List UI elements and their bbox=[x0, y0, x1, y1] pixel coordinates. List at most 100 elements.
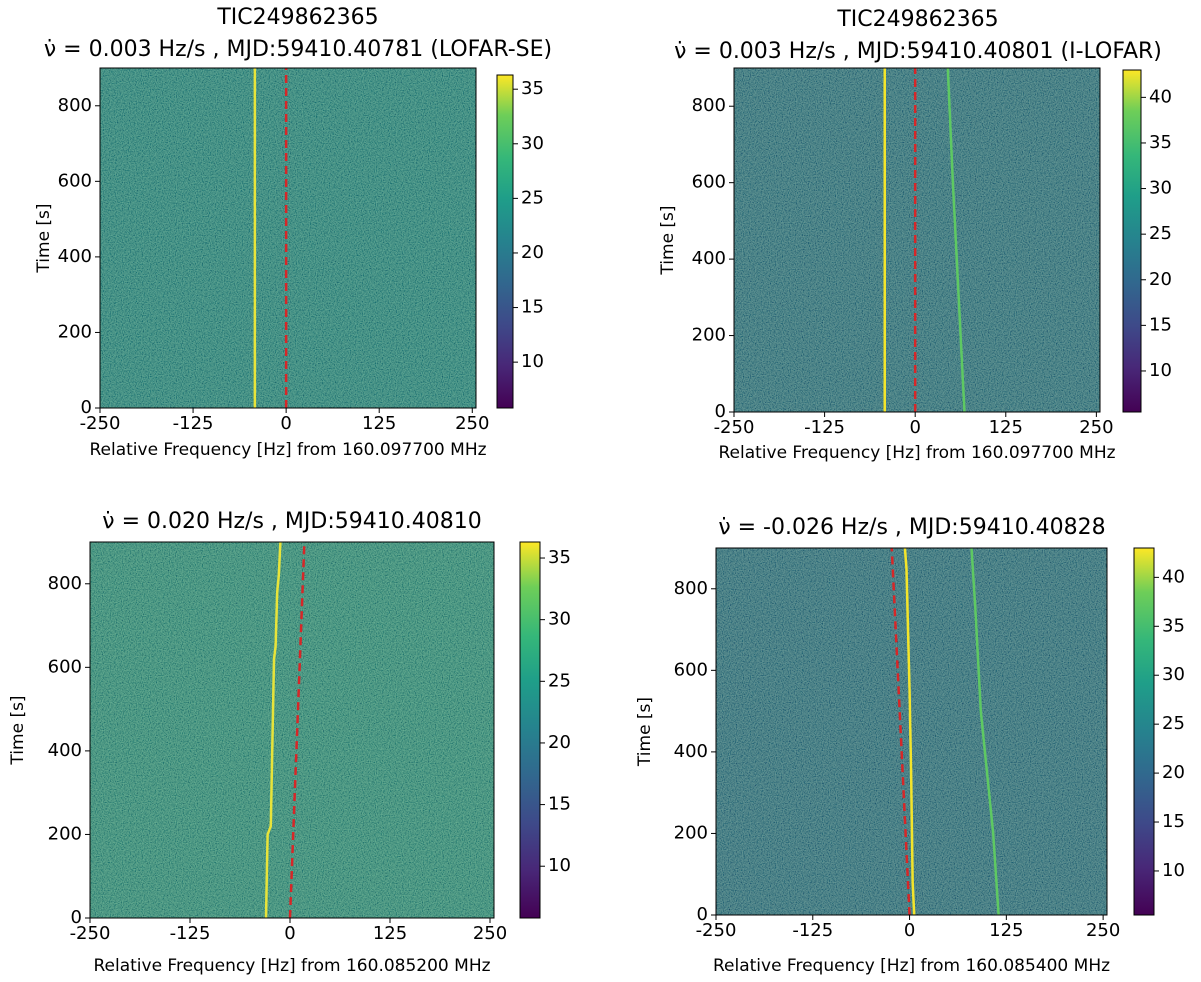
x-tick-label: 0 bbox=[909, 417, 920, 438]
heatmap-noise bbox=[100, 68, 476, 408]
x-tick-label: -125 bbox=[170, 923, 211, 944]
panel: -250 -125 0 125 250 0 200 400 600 800 10 15 20 25 30 35… bbox=[34, 5, 552, 460]
y-tick-label: 600 bbox=[48, 656, 82, 677]
y-axis-label: Time [s] bbox=[8, 695, 28, 765]
colorbar bbox=[519, 541, 541, 919]
colorbar bbox=[1133, 547, 1155, 916]
x-tick-label: 0 bbox=[904, 920, 915, 941]
x-tick-label: 250 bbox=[1079, 417, 1113, 438]
x-axis-label: Relative Frequency [Hz] from 160.085200 … bbox=[93, 956, 490, 976]
colorbar-tick-label: 15 bbox=[1149, 314, 1172, 335]
y-tick-label: 400 bbox=[58, 246, 92, 267]
colorbar-tick-label: 25 bbox=[1149, 223, 1172, 244]
signal-line bbox=[903, 547, 916, 916]
colorbar-tick-label: 30 bbox=[1162, 664, 1185, 685]
plot-frame bbox=[89, 541, 495, 919]
y-tick-label: 200 bbox=[674, 822, 708, 843]
x-tick-label: 250 bbox=[1086, 920, 1120, 941]
y-tick-label: 800 bbox=[674, 578, 708, 599]
x-axis-label: Relative Frequency [Hz] from 160.097700 … bbox=[89, 440, 486, 460]
chart-title: TIC249862365 bbox=[836, 7, 998, 32]
colorbar-tick-label: 20 bbox=[1162, 762, 1185, 783]
y-axis-label: Time [s] bbox=[658, 205, 678, 275]
y-tick-label: 800 bbox=[48, 573, 82, 594]
y-tick-label: 800 bbox=[58, 95, 92, 116]
x-tick-label: 125 bbox=[989, 920, 1023, 941]
y-tick-label: 400 bbox=[674, 741, 708, 762]
colorbar-tick-label: 20 bbox=[548, 732, 571, 753]
colorbar-tick-label: 20 bbox=[1149, 269, 1172, 290]
x-tick-label: 250 bbox=[473, 923, 507, 944]
signal-line bbox=[970, 547, 1000, 916]
y-axis-label: Time [s] bbox=[34, 203, 54, 273]
x-tick-label: 125 bbox=[373, 923, 407, 944]
colorbar-tick-label: 35 bbox=[1149, 132, 1172, 153]
chart-title: ν̇ = -0.026 Hz/s , MJD:59410.40828 bbox=[718, 515, 1105, 540]
colorbar-tick-label: 25 bbox=[521, 187, 544, 208]
y-tick-label: 600 bbox=[674, 659, 708, 680]
chart-title: ν̇ = 0.020 Hz/s , MJD:59410.40810 bbox=[102, 509, 481, 534]
colorbar-tick-label: 30 bbox=[548, 609, 571, 630]
y-tick-label: 200 bbox=[48, 823, 82, 844]
colorbar-tick-label: 15 bbox=[548, 794, 571, 815]
colorbar-tick-label: 35 bbox=[1162, 615, 1185, 636]
y-tick-label: 600 bbox=[692, 172, 726, 193]
y-tick-label: 400 bbox=[48, 740, 82, 761]
colorbar bbox=[1122, 69, 1142, 413]
heatmap-noise bbox=[90, 542, 494, 918]
x-tick-label: -250 bbox=[80, 413, 121, 434]
y-tick-label: 0 bbox=[715, 401, 726, 422]
y-tick-label: 0 bbox=[697, 904, 708, 925]
y-tick-label: 200 bbox=[58, 321, 92, 342]
x-tick-label: 125 bbox=[362, 413, 396, 434]
heatmap-noise bbox=[734, 68, 1100, 412]
colorbar-tick-label: 30 bbox=[1149, 178, 1172, 199]
colorbar-tick-label: 25 bbox=[548, 670, 571, 691]
y-tick-label: 600 bbox=[58, 170, 92, 191]
chart-subtitle: ν̇ = 0.003 Hz/s , MJD:59410.40781 (LOFAR… bbox=[44, 37, 552, 62]
colorbar-tick-label: 40 bbox=[1162, 566, 1185, 587]
signal-line bbox=[946, 67, 966, 413]
colorbar-tick-label: 20 bbox=[521, 242, 544, 263]
plot-frame bbox=[715, 547, 1108, 916]
x-axis-label: Relative Frequency [Hz] from 160.097700 … bbox=[718, 443, 1115, 463]
colorbar-tick-label: 10 bbox=[1149, 360, 1172, 381]
colorbar-tick-label: 10 bbox=[521, 351, 544, 372]
y-axis-label: Time [s] bbox=[635, 697, 655, 767]
colorbar-tick-label: 30 bbox=[521, 133, 544, 154]
colorbar-tick-label: 40 bbox=[1149, 86, 1172, 107]
plot-frame bbox=[733, 67, 1101, 413]
x-tick-label: 0 bbox=[280, 413, 291, 434]
colorbar-tick-label: 10 bbox=[1162, 860, 1185, 881]
y-tick-label: 800 bbox=[692, 95, 726, 116]
colorbar-tick-label: 25 bbox=[1162, 713, 1185, 734]
x-tick-label: -250 bbox=[696, 920, 737, 941]
x-tick-label: -250 bbox=[70, 923, 111, 944]
plot-frame bbox=[99, 67, 477, 409]
drift-line bbox=[288, 541, 306, 919]
panel: -250 -125 0 125 250 0 200 400 600 800 10 15 20 25 30 35… bbox=[635, 515, 1185, 976]
x-tick-label: -250 bbox=[714, 417, 755, 438]
y-tick-label: 0 bbox=[81, 397, 92, 418]
x-tick-label: -125 bbox=[792, 920, 833, 941]
x-tick-label: -125 bbox=[804, 417, 845, 438]
y-tick-label: 0 bbox=[71, 907, 82, 928]
x-tick-label: 125 bbox=[989, 417, 1023, 438]
x-tick-label: -125 bbox=[173, 413, 214, 434]
colorbar-tick-label: 35 bbox=[548, 547, 571, 568]
chart-title: TIC249862365 bbox=[216, 5, 378, 30]
signal-line bbox=[264, 541, 282, 919]
colorbar bbox=[496, 74, 514, 409]
y-tick-label: 200 bbox=[692, 325, 726, 346]
drift-line bbox=[890, 547, 911, 916]
colorbar-tick-label: 10 bbox=[548, 855, 571, 876]
colorbar-tick-label: 35 bbox=[521, 78, 544, 99]
panel: -250 -125 0 125 250 0 200 400 600 800 10 15 20 25 30 35… bbox=[8, 509, 571, 976]
panel: -250 -125 0 125 250 0 200 400 600 800 10 15 20 25 30 35… bbox=[658, 7, 1172, 463]
x-tick-label: 250 bbox=[455, 413, 489, 434]
colorbar-tick-label: 15 bbox=[521, 297, 544, 318]
x-tick-label: 0 bbox=[284, 923, 295, 944]
y-tick-label: 400 bbox=[692, 248, 726, 269]
chart-subtitle: ν̇ = 0.003 Hz/s , MJD:59410.40801 (I-LOF… bbox=[674, 39, 1162, 64]
